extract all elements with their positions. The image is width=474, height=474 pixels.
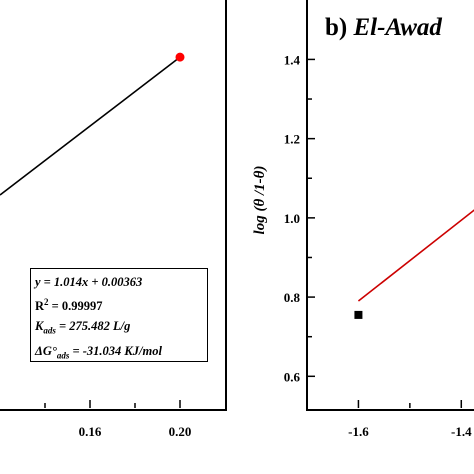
- panel-b-y-tick-label: 0.6: [284, 369, 301, 384]
- panel-a-lines: [0, 56, 181, 196]
- panel-b-title: b) El-Awad: [325, 14, 442, 42]
- panel-b-x-tick-label: -1.6: [348, 424, 369, 439]
- panel-b-y-ticks: 0.6 0.8 1.0 1.2 1.4: [284, 52, 315, 384]
- panel-b-x-tick-label: -1.4: [451, 424, 472, 439]
- r-squared-label: R: [35, 299, 45, 314]
- panel-b-title-prefix: b): [325, 14, 354, 41]
- panel-b-y-tick-label: 1.2: [284, 132, 300, 147]
- fit-equation: y = 1.014x + 0.00363: [35, 275, 143, 289]
- panel-b-title-italic: El-Awad: [353, 14, 442, 41]
- panel-a-points: [175, 52, 185, 62]
- panel-b-y-tick-label: 0.8: [284, 290, 301, 305]
- delta-g-subscript: ads: [56, 350, 70, 361]
- panel-b-points: [354, 310, 363, 319]
- k-ads-value: = 275.482 L/g: [55, 319, 131, 334]
- panel-a-data-point: [175, 52, 185, 62]
- r-squared-superscript: 2: [44, 297, 49, 307]
- panel-b-lines: [357, 209, 474, 302]
- k-ads-subscript: ads: [43, 325, 56, 336]
- delta-g-value: = -31.034 KJ/mol: [69, 343, 162, 358]
- panel-a-x-ticks: 0.16 0.20: [44, 400, 192, 439]
- panel-b: 0.6 0.8 1.0 1.2 1.4 -1.6 -1.4 log (θ /1-θ): [252, 0, 474, 439]
- panel-a-fit-line: [0, 56, 181, 196]
- panel-b-y-axis-label: log (θ /1-θ): [252, 166, 268, 235]
- panel-b-y-tick-label: 1.4: [284, 52, 301, 67]
- panel-a-x-tick-label: 0.20: [169, 424, 192, 439]
- panel-a-x-tick-label: 0.16: [79, 424, 102, 439]
- fit-annotation-box: y = 1.014x + 0.00363 R2 = 0.99997 Kads =…: [30, 268, 208, 362]
- panel-b-fit-line: [357, 209, 474, 302]
- panel-b-data-point: [354, 310, 363, 319]
- panel-b-frame: [306, 0, 474, 411]
- panel-a-frame: [0, 0, 227, 411]
- k-ads-label: K: [35, 319, 44, 334]
- r-squared-text: R2 = 0.99997: [35, 292, 207, 316]
- panel-b-y-tick-label: 1.0: [284, 211, 300, 226]
- panel-b-x-ticks: -1.6 -1.4: [348, 400, 472, 439]
- panel-a: 0.16 0.20: [0, 0, 227, 439]
- delta-g-text: ΔG°ads = -31.034 KJ/mol: [35, 341, 207, 366]
- delta-g-label: ΔG°: [35, 343, 57, 358]
- k-ads-text: Kads = 275.482 L/g: [35, 316, 207, 341]
- r-squared-value: = 0.99997: [48, 299, 103, 314]
